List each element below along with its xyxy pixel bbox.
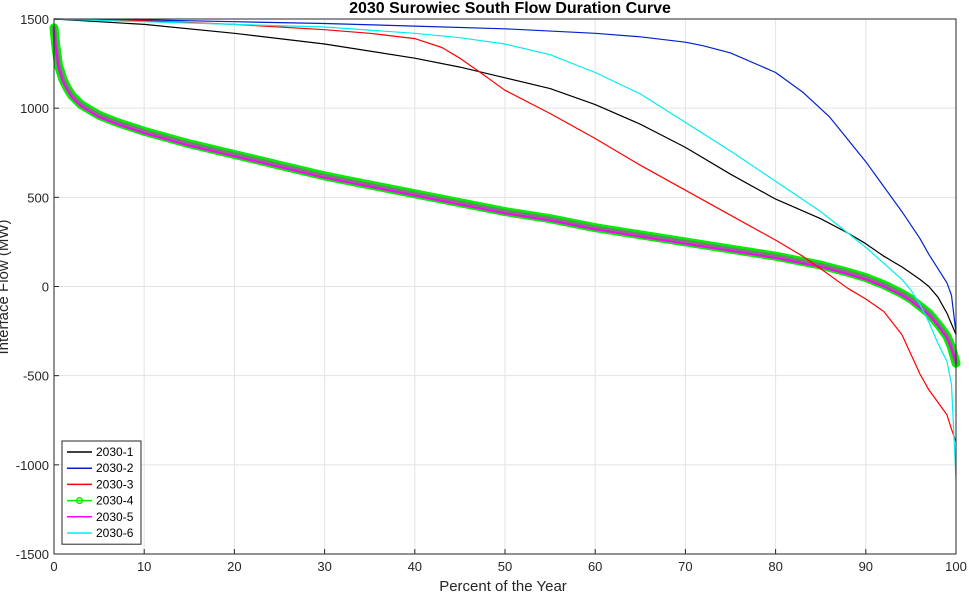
- series-line: [53, 29, 957, 362]
- series-2030-2: [53, 18, 957, 333]
- legend-marker: [75, 497, 84, 505]
- series-line: [53, 18, 957, 442]
- series-line: [53, 18, 957, 333]
- y-axis-label: Interface Flow (MW): [0, 219, 12, 354]
- y-tick-label: -1000: [16, 458, 49, 473]
- x-tick-label: 10: [137, 559, 151, 574]
- legend-item-2030-2: 2030-2: [67, 461, 134, 475]
- series-2030-4: [49, 23, 961, 368]
- legend-item-2030-6: 2030-6: [67, 526, 134, 540]
- y-tick-label: 1500: [20, 12, 49, 27]
- x-tick-label: 90: [859, 559, 873, 574]
- x-tick-label: 40: [408, 559, 422, 574]
- series-line: [52, 25, 958, 366]
- plot-frame: [53, 18, 957, 555]
- legend-item-2030-1: 2030-1: [67, 445, 134, 459]
- legend-label: 2030-1: [96, 445, 134, 459]
- legend-box: [61, 440, 142, 545]
- axis-ticks: 0 10 20 30 40 50 60 70 80 90 100 -1500 -1000 -500 0 500…: [16, 12, 967, 574]
- x-tick-label: 80: [768, 559, 782, 574]
- series-2030-1: [53, 18, 957, 335]
- x-tick-label: 70: [678, 559, 692, 574]
- series-2030-6: [53, 18, 957, 480]
- x-tick-label: 50: [498, 559, 512, 574]
- legend-label: 2030-5: [96, 510, 134, 524]
- x-tick-label: 30: [317, 559, 331, 574]
- x-axis-label: Percent of the Year: [439, 578, 567, 594]
- grid-lines: [53, 18, 957, 555]
- chart-title: 2030 Surowiec South Flow Duration Curve: [349, 0, 671, 17]
- legend-label: 2030-4: [96, 494, 134, 508]
- x-tick-label: 0: [50, 559, 57, 574]
- series-layer: [49, 18, 961, 480]
- legend-item-2030-4: 2030-4: [67, 494, 134, 508]
- y-tick-label: 0: [42, 280, 49, 295]
- series-2030-5: [53, 29, 957, 362]
- x-tick-label: 20: [227, 559, 241, 574]
- legend-label: 2030-2: [96, 461, 134, 475]
- legend-item-2030-5: 2030-5: [67, 510, 134, 524]
- y-tick-label: -500: [23, 369, 49, 384]
- y-tick-label: 1000: [20, 101, 49, 116]
- series-2030-3: [53, 18, 957, 442]
- series-line: [53, 18, 957, 335]
- y-tick-label: 500: [27, 190, 49, 205]
- x-tick-label: 100: [945, 559, 967, 574]
- legend-label: 2030-3: [96, 477, 134, 491]
- y-tick-label: -1500: [16, 547, 49, 562]
- series-line: [53, 18, 957, 480]
- legend-label: 2030-6: [96, 526, 134, 540]
- x-tick-label: 60: [588, 559, 602, 574]
- legend-item-2030-3: 2030-3: [67, 477, 134, 491]
- legend: 2030-1 2030-2 2030-3 2030-4 2030-5 2030-6: [61, 440, 142, 545]
